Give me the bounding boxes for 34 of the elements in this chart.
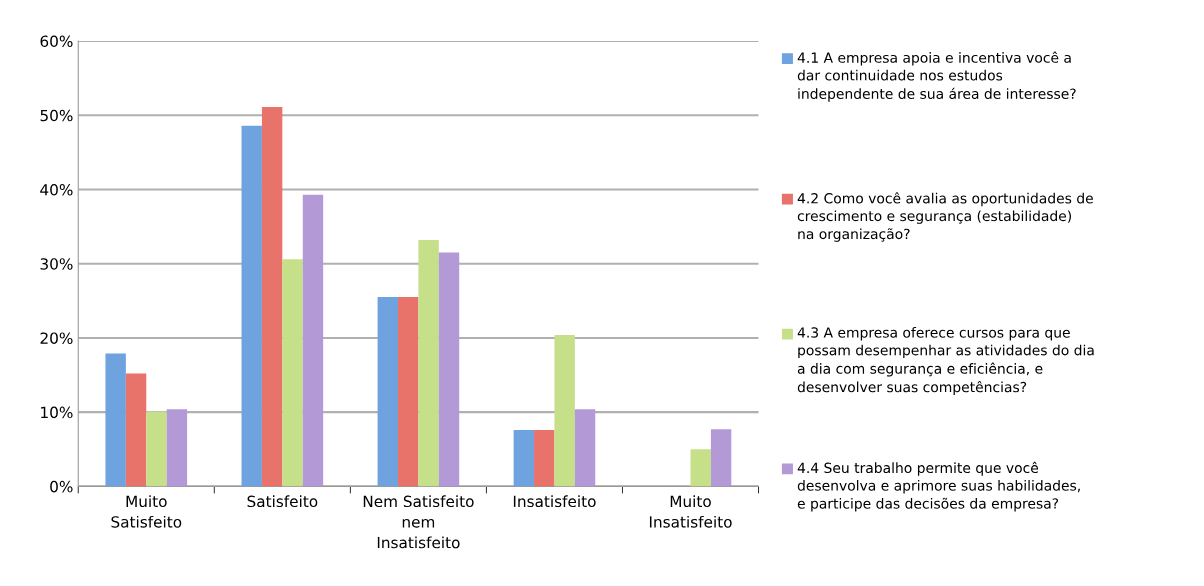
bar xyxy=(418,239,439,487)
bar xyxy=(710,429,732,487)
bar xyxy=(377,297,398,487)
bar xyxy=(282,259,303,487)
y-tick-label: 10% xyxy=(41,406,73,419)
bar xyxy=(513,429,535,487)
legend-label: 4.3 A empresa oferece cursos para que possam desempenhar as atividades do dia a dia com segurança e eficiência, e desenvolver suas competências? xyxy=(797,326,1094,395)
legend-label: 4.4 Seu trabalho permite que você desenvolva e aprimore suas habilidades, e participe das decisões da empresa? xyxy=(797,461,1080,512)
y-tick-label: 30% xyxy=(40,258,73,270)
bar xyxy=(166,409,188,487)
x-tick-label: Satisfeito xyxy=(247,495,318,508)
x-tick-label: Nem Satisfeito nem Insatisfeito xyxy=(363,495,474,549)
y-tick-label: 0% xyxy=(50,480,73,493)
bar xyxy=(302,194,324,487)
legend-label: 4.2 Como você avalia as oportunidades de crescimento e segurança (estabilidade) na organização? xyxy=(797,192,1093,242)
bar xyxy=(574,409,596,487)
bar xyxy=(125,373,147,487)
bar xyxy=(261,107,283,487)
bar xyxy=(146,411,167,487)
y-tick-label: 50% xyxy=(40,109,73,122)
bar xyxy=(105,353,126,487)
bar xyxy=(690,449,711,487)
y-tick-label: 40% xyxy=(40,183,73,196)
y-tick-label: 60% xyxy=(40,35,73,48)
bar xyxy=(397,297,419,487)
legend-label: 4.1 A empresa apoia e incentiva você a dar continuidade nos estudos independente de sua área de interesse? xyxy=(797,51,1076,102)
x-tick-label: Insatisfeito xyxy=(513,495,596,508)
x-tick-label: Muito Insatisfeito xyxy=(649,495,732,528)
y-tick-label: 20% xyxy=(40,332,73,344)
bar xyxy=(534,429,555,487)
bar xyxy=(438,252,460,487)
bar xyxy=(554,334,575,487)
bar xyxy=(241,125,262,487)
x-tick-label: Muito Satisfeito xyxy=(111,495,182,528)
